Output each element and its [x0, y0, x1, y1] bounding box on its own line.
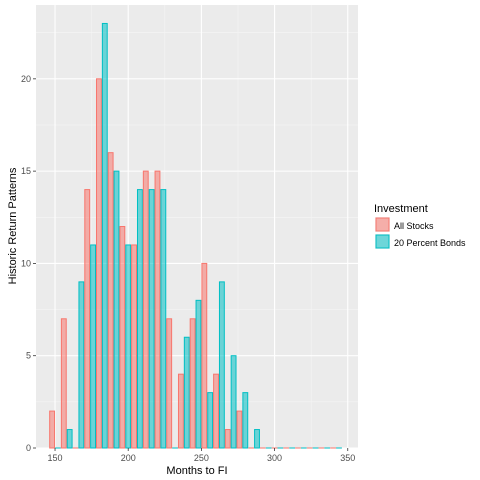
bar-20-percent-bonds — [90, 244, 97, 449]
bar-20-percent-bonds — [125, 244, 132, 449]
bar-all-stocks — [224, 429, 231, 449]
bar-all-stocks — [177, 373, 184, 449]
y-tick-label: 0 — [26, 443, 31, 453]
bar-20-percent-bonds — [113, 170, 120, 449]
legend-swatch-all-stocks — [375, 217, 390, 232]
bar-20-percent-bonds — [195, 299, 202, 449]
bar-20-percent-bonds — [160, 189, 167, 449]
bar-all-stocks — [84, 189, 91, 449]
legend: Investment All Stocks 20 Percent Bonds — [374, 203, 466, 249]
legend-title: Investment — [374, 203, 428, 215]
bar-20-percent-bonds — [78, 281, 85, 449]
y-tick-label: 15 — [21, 166, 31, 176]
bar-all-stocks — [107, 152, 114, 449]
x-tick-label: 150 — [48, 453, 63, 463]
bar-20-percent-bonds — [230, 355, 237, 449]
x-tick-label: 200 — [121, 453, 136, 463]
bar-20-percent-bonds — [254, 429, 260, 449]
bar-all-stocks — [154, 170, 161, 449]
y-tick-label: 5 — [26, 351, 31, 361]
bars — [49, 22, 342, 449]
y-tick-label: 10 — [21, 258, 31, 268]
bar-20-percent-bonds — [66, 429, 73, 449]
bar-20-percent-bonds — [183, 336, 190, 449]
bar-20-percent-bonds — [101, 22, 108, 449]
legend-label-all-stocks: All Stocks — [394, 221, 434, 231]
bar-20-percent-bonds — [136, 189, 143, 449]
bar-20-percent-bonds — [207, 392, 214, 449]
bar-all-stocks — [119, 226, 126, 449]
bar-20-percent-bonds — [148, 189, 155, 449]
bar-all-stocks — [131, 244, 137, 449]
y-axis-ticks: 0 5 10 15 20 — [21, 74, 36, 453]
x-axis-ticks: 150 200 250 300 350 — [48, 448, 355, 463]
y-axis-title: Historic Return Patterns — [7, 167, 19, 284]
bar-all-stocks — [189, 318, 196, 449]
x-tick-label: 350 — [340, 453, 355, 463]
bar-all-stocks — [142, 170, 149, 449]
bar-all-stocks — [60, 318, 67, 449]
bar-all-stocks — [236, 410, 243, 449]
x-tick-label: 300 — [267, 453, 282, 463]
bar-all-stocks — [96, 78, 102, 449]
bar-all-stocks — [49, 410, 56, 449]
legend-label-20-percent-bonds: 20 Percent Bonds — [394, 238, 466, 248]
x-axis-title: Months to FI — [166, 465, 227, 477]
bar-all-stocks — [166, 318, 173, 449]
bar-20-percent-bonds — [242, 392, 249, 449]
y-tick-label: 20 — [21, 74, 31, 84]
x-tick-label: 250 — [194, 453, 209, 463]
bar-all-stocks — [201, 262, 208, 449]
bar-all-stocks — [213, 373, 219, 449]
legend-swatch-20-percent-bonds — [375, 234, 390, 249]
bar-20-percent-bonds — [218, 281, 225, 449]
